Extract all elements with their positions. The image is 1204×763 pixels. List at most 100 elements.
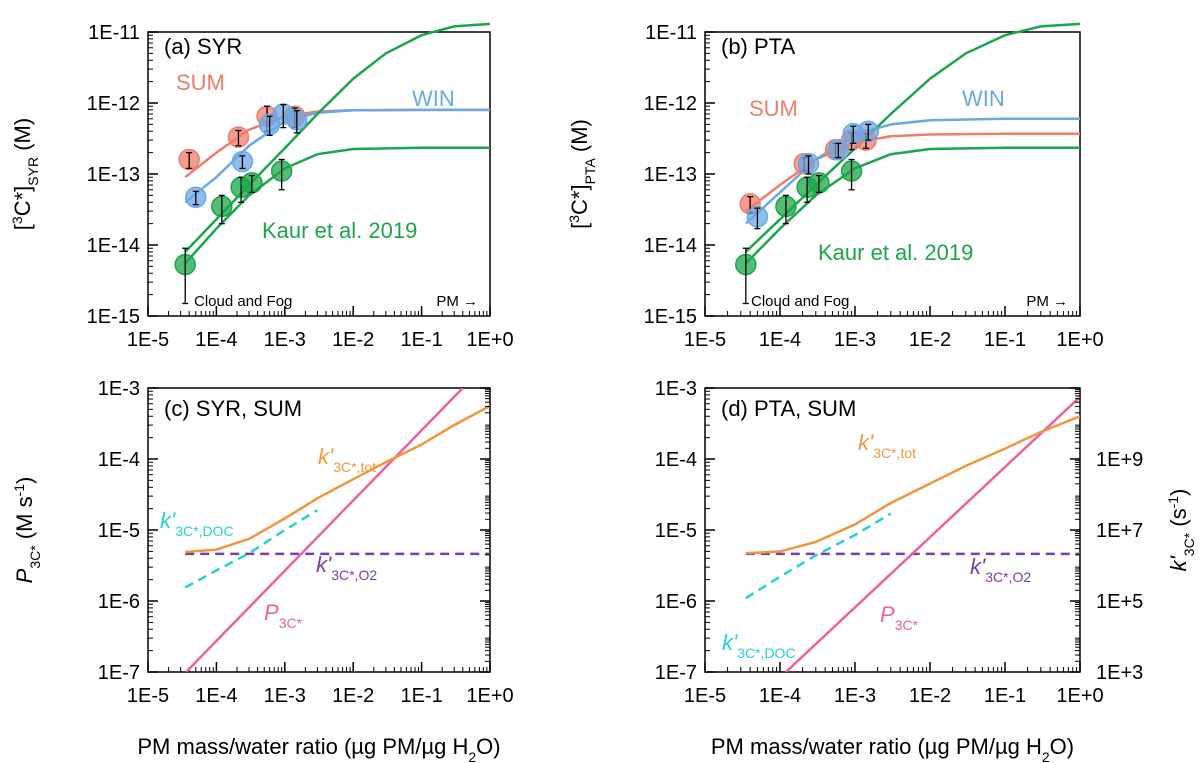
x-tick-label: 1E-3 [264,685,306,707]
y-axis-title-part: (M) [567,119,592,158]
y-axis-title-part: [ [10,224,35,230]
series-label: P3C* [264,600,303,631]
x-tick-label: 1E-5 [684,685,726,707]
y-tick-label: 1E-12 [87,93,140,115]
y2-axis-title-part: k' [1166,555,1191,571]
series-line [185,388,464,672]
y-tick-label: 1E-11 [645,22,697,44]
series-label-part: 3C*,DOC [737,645,795,661]
x-axis-title-part: 2 [468,749,476,763]
series-label-part: P [264,600,279,625]
y-axis-title-part: [ [567,223,592,229]
panel-d: 1E-5 1E-4 1E-3 1E-2 1E-1 1E+0 1E-7 1E-6 1E-5 1E-4… [655,378,1197,763]
y-tick-label: 1E-5 [655,520,697,542]
series-label-part: 3C*,tot [333,459,376,475]
series-line [745,512,892,600]
y-tick-label: 1E-6 [98,591,140,613]
x-tick-label: 1E-5 [684,329,726,351]
y2-tick-label: 1E+5 [1096,591,1143,613]
y-tick-label: 1E-15 [644,306,697,328]
x-tick-label: 1E-2 [909,329,951,351]
series-curve [744,22,1081,253]
x-tick-label: 1E-3 [264,329,306,351]
x-axis-title-part: O) [476,734,500,759]
x-tick-label: 1E-3 [834,329,876,351]
x-axis-title: PM mass/water ratio (µg PM/µg H2O) [711,734,1074,763]
y2-tick-label: 1E+7 [1096,520,1143,542]
series-label-part: 3C*,O2 [985,569,1031,585]
series-line [184,509,319,589]
series-label-part: P [880,602,895,627]
y-tick-label: 1E-7 [98,662,140,684]
series-line [745,415,1080,555]
plot-frame [704,31,1081,317]
panel-label: (a) SYR [164,34,242,59]
x-tick-label: 1E-1 [400,329,442,351]
series-label: WIN [412,86,455,111]
y2-axis-title-part: -1 [1165,496,1181,509]
y-tick-label: 1E-11 [88,22,140,44]
series-label-part: 3C* [895,617,919,633]
y-tick-label: 1E-6 [655,591,697,613]
y-tick-label: 1E-5 [98,520,140,542]
y2-axis-title: k'3C* (s-1) [1165,489,1197,572]
panel-c: 1E-5 1E-4 1E-3 1E-2 1E-1 1E+0 1E-7 1E-6 1E-5 1E-4… [11,378,514,763]
y-axis-title-part: C*] [567,184,592,215]
series-curve [184,22,491,253]
annotation-cloud-fog: Cloud and Fog [751,293,849,310]
x-tick-label: 1E-1 [400,685,442,707]
x-tick-label: 1E+0 [466,685,513,707]
y-axis-title-part: SYR [25,157,41,186]
series-label-part: 3C*,DOC [175,523,233,539]
series-label: k'3C*,tot [858,430,916,461]
x-tick-label: 1E-1 [984,329,1026,351]
y-axis-title: [3C*]SYR (M) [9,118,41,230]
x-tick-label: 1E+0 [1056,329,1103,351]
series-label: SUM [749,96,798,121]
panel-b: 1E-5 1E-4 1E-3 1E-2 1E-1 1E+0 1E-15 1E-14 1E-13 1… [566,22,1104,351]
series-label: WIN [962,86,1005,111]
series-curve [745,132,1080,213]
series-label-part: k' [318,444,334,469]
series-line [185,404,490,554]
y-tick-label: 1E-4 [98,449,140,471]
y-axis-title-part: 3 [566,215,582,223]
series-label-part: k' [722,630,738,655]
plot-frame [704,387,1081,673]
y2-tick-label: 1E+9 [1096,449,1143,471]
x-tick-label: 1E-5 [127,685,169,707]
y-axis-title: [3C*]PTA (M) [566,119,598,229]
series-label: k'3C*,O2 [316,552,377,583]
panel-label: (c) SYR, SUM [164,396,302,421]
y2-axis-title-part: ) [1166,489,1191,496]
series-label: k'3C*,DOC [722,630,796,661]
x-tick-label: 1E-3 [834,685,876,707]
y-axis-title-part: ) [12,477,37,484]
series-label: k'3C*,DOC [160,508,234,539]
y2-axis-title-part: (s [1166,508,1191,532]
y-axis-title-part: -1 [11,484,27,497]
y-tick-label: 1E-4 [655,449,697,471]
x-tick-label: 1E-4 [195,329,237,351]
x-axis-title-part: PM mass/water ratio (µg PM/µg H [711,734,1042,759]
series-label-part: k' [316,552,332,577]
y-axis-title-part: (M) [10,118,35,157]
annotation-pm-arrow: PM → [1026,293,1068,310]
y-tick-label: 1E-3 [655,378,697,400]
y2-axis-title-part: 3C* [1181,532,1197,556]
y-tick-label: 1E-13 [644,164,697,186]
x-tick-label: 1E+0 [1056,685,1103,707]
series-label: Kaur et al. 2019 [818,240,973,265]
series-label: Kaur et al. 2019 [262,218,417,243]
x-axis-title-part: 2 [1042,749,1050,763]
y-axis-title-part: 3 [9,216,25,224]
series-label: k'3C*,O2 [970,554,1031,585]
x-tick-label: 1E-2 [332,329,374,351]
x-axis-title-part: PM mass/water ratio (µg PM/µg H [137,734,468,759]
x-tick-label: 1E-4 [759,685,801,707]
series-label-part: k' [858,430,874,455]
series-label-part: 3C*,O2 [331,567,377,583]
series-label-part: k' [970,554,986,579]
x-tick-label: 1E-4 [195,685,237,707]
